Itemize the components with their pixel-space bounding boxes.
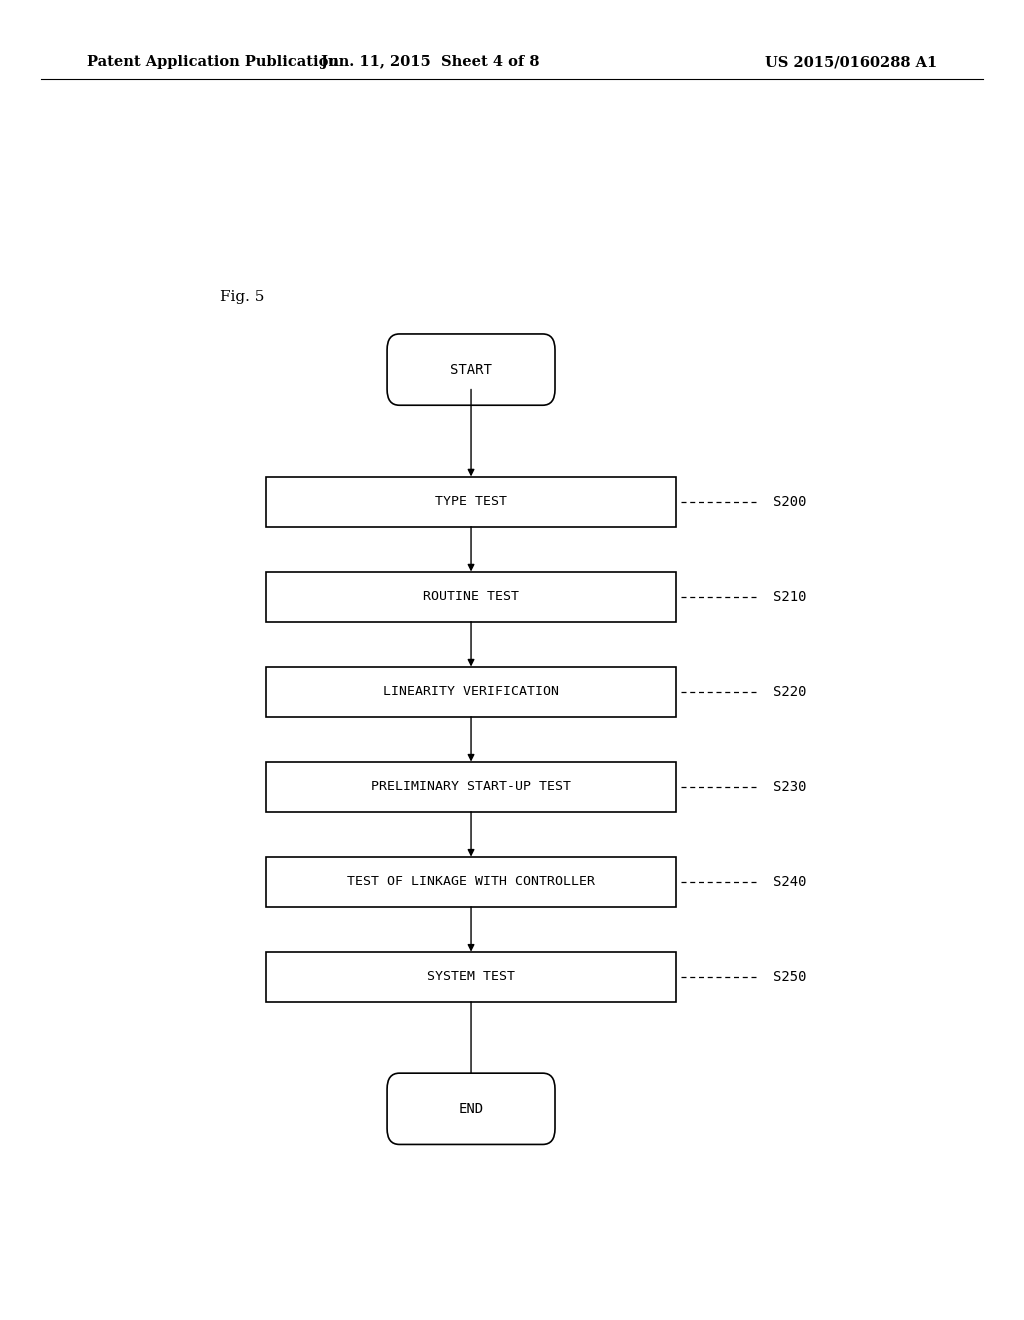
FancyBboxPatch shape [387,1073,555,1144]
FancyBboxPatch shape [266,667,676,717]
Text: S240: S240 [773,875,807,888]
FancyBboxPatch shape [266,572,676,622]
Text: TEST OF LINKAGE WITH CONTROLLER: TEST OF LINKAGE WITH CONTROLLER [347,875,595,888]
FancyBboxPatch shape [266,857,676,907]
Text: S210: S210 [773,590,807,603]
FancyBboxPatch shape [387,334,555,405]
FancyBboxPatch shape [266,952,676,1002]
Text: S230: S230 [773,780,807,793]
Text: Jun. 11, 2015  Sheet 4 of 8: Jun. 11, 2015 Sheet 4 of 8 [321,55,540,69]
Text: END: END [459,1102,483,1115]
Text: LINEARITY VERIFICATION: LINEARITY VERIFICATION [383,685,559,698]
Text: Fig. 5: Fig. 5 [220,290,264,304]
Text: S250: S250 [773,970,807,983]
Text: S220: S220 [773,685,807,698]
Text: SYSTEM TEST: SYSTEM TEST [427,970,515,983]
Text: S200: S200 [773,495,807,508]
FancyBboxPatch shape [266,477,676,527]
Text: START: START [451,363,492,376]
Text: PRELIMINARY START-UP TEST: PRELIMINARY START-UP TEST [371,780,571,793]
Text: ROUTINE TEST: ROUTINE TEST [423,590,519,603]
Text: TYPE TEST: TYPE TEST [435,495,507,508]
Text: US 2015/0160288 A1: US 2015/0160288 A1 [765,55,937,69]
FancyBboxPatch shape [266,762,676,812]
Text: Patent Application Publication: Patent Application Publication [87,55,339,69]
